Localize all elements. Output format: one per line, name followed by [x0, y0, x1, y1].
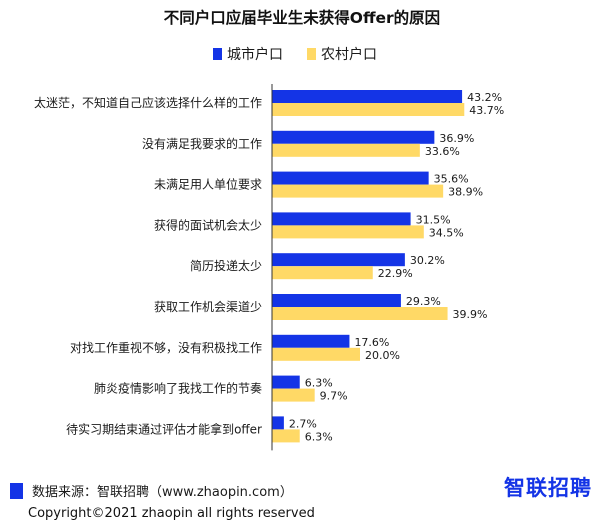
- source-text: 数据来源：智联招聘（www.zhaopin.com）: [32, 485, 293, 500]
- category-label: 未满足用人单位要求: [154, 177, 262, 192]
- category-label: 待实习期结束通过评估才能拿到offer: [66, 421, 262, 436]
- category-label: 肺炎疫情影响了我找工作的节奏: [94, 381, 262, 396]
- bar: [272, 266, 373, 280]
- bar: [272, 130, 435, 144]
- data-label: 36.9%: [439, 132, 474, 145]
- chart-title: 不同户口应届毕业生未获得Offer的原因: [163, 9, 441, 27]
- bar: [272, 212, 411, 226]
- data-label: 35.6%: [434, 173, 469, 186]
- data-label: 17.6%: [354, 336, 389, 349]
- copyright-text: Copyright©2021 zhaopin all rights reserv…: [28, 506, 315, 521]
- category-label: 简历投递太少: [190, 258, 262, 273]
- data-label: 2.7%: [289, 417, 317, 430]
- bar: [272, 103, 465, 116]
- data-label: 39.9%: [453, 308, 488, 321]
- legend-item-rural: 农村户口: [307, 44, 377, 64]
- data-label: 29.3%: [406, 295, 441, 308]
- data-label: 6.3%: [305, 430, 333, 443]
- data-label: 6.3%: [305, 377, 333, 390]
- bar: [272, 334, 350, 348]
- category-label: 没有满足我要求的工作: [142, 136, 262, 151]
- bar: [272, 388, 315, 402]
- bar: [272, 375, 300, 389]
- bar-chart: 太迷茫，不知道自己应该选择什么样的工作 43.2%43.7% 没有满足我要求的工作 3…: [34, 84, 504, 451]
- data-label: 22.9%: [378, 267, 413, 280]
- category-label: 对找工作重视不够，没有积极找工作: [70, 340, 262, 355]
- category-label: 太迷茫，不知道自己应该选择什么样的工作: [34, 95, 262, 110]
- data-label: 31.5%: [416, 213, 451, 226]
- bar: [272, 90, 463, 103]
- bar: [272, 253, 405, 267]
- legend-swatch-urban: [213, 48, 222, 60]
- category-label: 获得的面试机会太少: [154, 217, 262, 232]
- data-label: 34.5%: [429, 226, 464, 239]
- bar: [272, 171, 429, 185]
- zhaopin-logo: 智联招聘: [504, 476, 592, 500]
- data-label: 38.9%: [448, 186, 483, 199]
- legend-label-rural: 农村户口: [321, 47, 377, 63]
- data-label: 33.6%: [425, 145, 460, 158]
- data-label: 9.7%: [320, 390, 348, 403]
- data-label: 30.2%: [410, 254, 445, 267]
- legend-swatch-rural: [307, 48, 316, 60]
- legend: 城市户口 农村户口: [0, 44, 604, 64]
- bar: [272, 416, 284, 430]
- legend-label-urban: 城市户口: [227, 47, 283, 63]
- category-label: 获取工作机会渠道少: [154, 300, 262, 314]
- bar: [272, 225, 424, 239]
- data-label: 43.7%: [469, 104, 504, 117]
- data-label: 20.0%: [365, 349, 400, 362]
- bar: [272, 143, 420, 157]
- bar: [272, 429, 300, 443]
- legend-item-urban: 城市户口: [213, 44, 283, 64]
- bar: [272, 294, 401, 307]
- bar: [272, 184, 444, 198]
- data-source: 数据来源：智联招聘（www.zhaopin.com）: [10, 481, 293, 500]
- bar: [272, 307, 448, 320]
- data-label: 43.2%: [467, 91, 502, 104]
- bar: [272, 347, 360, 361]
- source-marker: [10, 482, 23, 499]
